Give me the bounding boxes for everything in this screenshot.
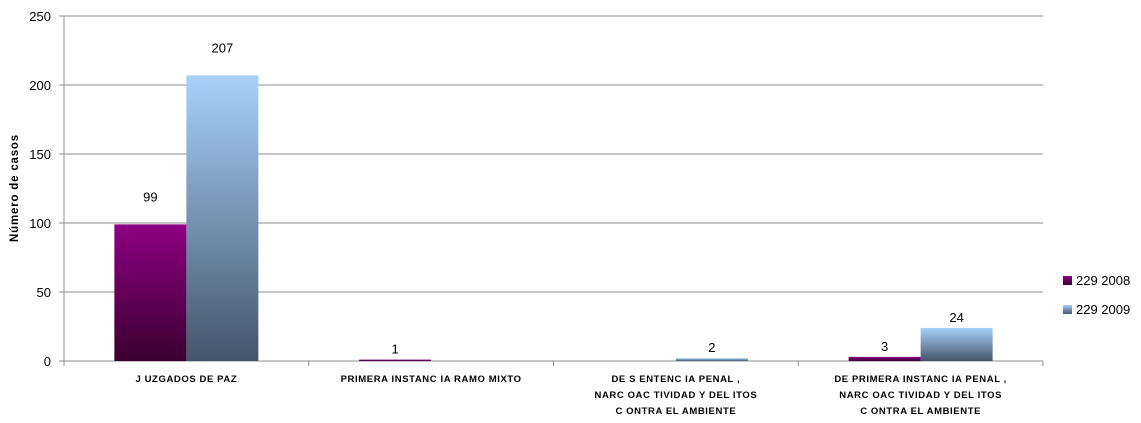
bar-229-2009-0	[186, 75, 259, 361]
bars	[114, 75, 993, 361]
data-label: 207	[212, 40, 234, 55]
legend-swatch	[1063, 276, 1072, 285]
legend: 229 2008 229 2009	[1063, 273, 1130, 317]
x-category-label: J UZGADOS DE PAZ	[135, 374, 237, 385]
bar-229-2009-2	[675, 358, 748, 361]
y-tick-label: 200	[29, 78, 51, 93]
y-tick-label: 0	[44, 354, 51, 369]
data-labels: 99 207 1 2 3 24	[143, 40, 964, 356]
x-category-label: DE PRIMERA INSTANC IA PENAL , NARC OAC TI…	[834, 374, 1007, 417]
legend-label: 229 2008	[1076, 273, 1130, 288]
legend-label: 229 2009	[1076, 302, 1130, 317]
x-category-label: DE S ENTENC IA PENAL , NARC OAC TIVIDAD Y…	[594, 374, 757, 417]
data-label: 1	[392, 342, 399, 357]
data-label: 3	[881, 339, 888, 354]
data-label: 2	[708, 340, 715, 355]
data-label: 24	[949, 310, 963, 325]
bar-229-2008-3	[848, 356, 921, 361]
bar-229-2008-0	[114, 224, 187, 361]
axes: 0 50 100 150 200 250 J UZGADOS DE PAZ PRIMERA I…	[29, 9, 1044, 417]
y-tick-label: 150	[29, 147, 51, 162]
y-axis-label: Número de casos	[9, 134, 21, 242]
bar-229-2008-1	[359, 359, 432, 361]
y-tick-label: 50	[37, 285, 51, 300]
y-tick-label: 250	[29, 9, 51, 24]
x-category-label: PRIMERA INSTANC IA RAMO MIXTO	[341, 374, 522, 385]
legend-swatch	[1063, 305, 1072, 314]
bar-229-2009-3	[920, 327, 993, 361]
y-tick-label: 100	[29, 216, 51, 231]
data-label: 99	[143, 189, 157, 204]
